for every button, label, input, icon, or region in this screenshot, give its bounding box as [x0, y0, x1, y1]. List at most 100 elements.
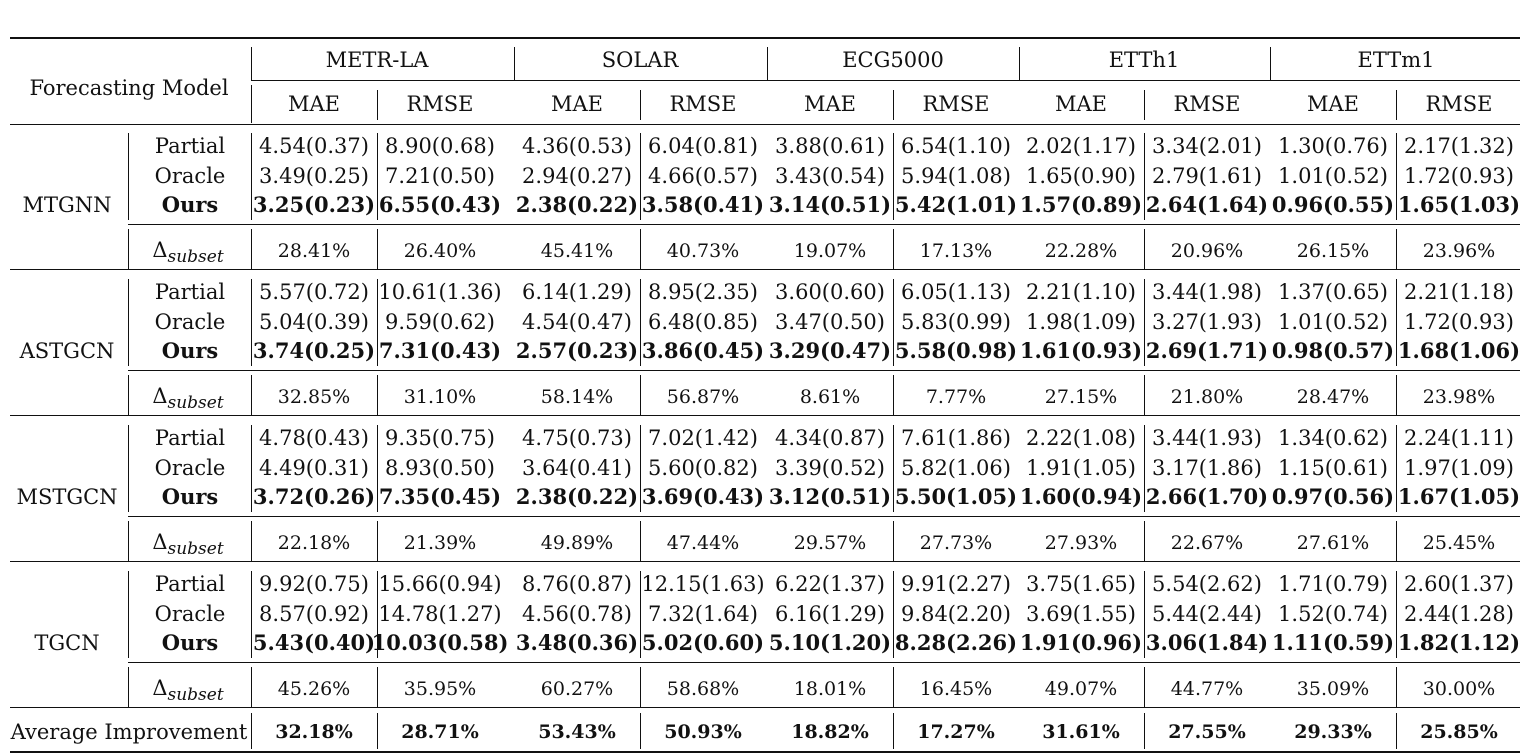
model-label-separator — [128, 425, 129, 512]
block-rule — [10, 269, 1520, 270]
cell-ours: 0.98(0.57) — [1271, 338, 1395, 363]
pair-separator — [893, 90, 894, 120]
cell-partial: 6.54(1.10) — [901, 134, 1011, 158]
model-name: MTGNN — [22, 193, 112, 217]
header-separator — [251, 85, 252, 123]
metric-header: RMSE — [1425, 92, 1493, 116]
pair-separator — [1396, 375, 1397, 415]
cell-partial: 1.71(0.79) — [1278, 572, 1388, 596]
delta-rule — [128, 224, 1520, 225]
row-label-partial: Partial — [154, 280, 226, 304]
cell-delta: 26.15% — [1296, 240, 1370, 262]
row-label-partial: Partial — [154, 426, 226, 450]
cell-partial: 5.57(0.72) — [259, 280, 369, 304]
cell-delta: 7.77% — [925, 386, 987, 408]
cell-delta: 28.41% — [277, 240, 351, 262]
cell-oracle: 1.72(0.93) — [1404, 164, 1514, 188]
cell-ours: 10.03(0.58) — [371, 630, 509, 655]
pair-separator — [1144, 90, 1145, 120]
pair-separator — [377, 279, 378, 366]
delta-rule — [128, 662, 1520, 663]
cell-ours: 5.10(1.20) — [768, 630, 892, 655]
pair-separator — [1144, 279, 1145, 366]
cell-delta: 27.73% — [919, 532, 993, 554]
cell-ours: 0.96(0.55) — [1271, 192, 1395, 217]
pair-separator — [1396, 90, 1397, 120]
pair-separator — [1144, 229, 1145, 269]
row-label-delta: Δsubset — [152, 676, 224, 705]
row-label-separator — [251, 571, 252, 658]
cell-partial: 7.61(1.86) — [901, 426, 1011, 450]
row-label-delta: Δsubset — [152, 530, 224, 559]
group-separator — [1019, 47, 1020, 80]
cell-ours: 3.86(0.45) — [641, 338, 765, 363]
cell-delta: 27.61% — [1296, 532, 1370, 554]
cell-oracle: 2.79(1.61) — [1152, 164, 1262, 188]
pair-separator — [377, 667, 378, 707]
cell-delta: 35.95% — [403, 678, 477, 700]
cell-delta: 21.80% — [1170, 386, 1244, 408]
cell-partial: 9.35(0.75) — [385, 426, 495, 450]
pair-separator — [640, 713, 641, 749]
cell-delta: 22.67% — [1170, 532, 1244, 554]
pair-separator — [377, 713, 378, 749]
header-rule — [10, 124, 1520, 125]
row-label-ours: Ours — [161, 630, 219, 655]
cell-oracle: 3.47(0.50) — [775, 310, 885, 334]
pair-separator — [1144, 521, 1145, 561]
cell-partial: 3.34(2.01) — [1152, 134, 1262, 158]
metric-header: MAE — [551, 92, 603, 116]
cell-oracle: 5.60(0.82) — [648, 456, 758, 480]
row-label-partial: Partial — [154, 134, 226, 158]
cell-partial: 6.14(1.29) — [522, 280, 632, 304]
pair-separator — [1396, 667, 1397, 707]
cell-ours: 5.50(1.05) — [894, 484, 1018, 509]
cell-oracle: 4.66(0.57) — [648, 164, 758, 188]
cell-oracle: 3.39(0.52) — [775, 456, 885, 480]
dataset-header: ETTm1 — [1357, 48, 1435, 72]
cell-ours: 3.74(0.25) — [252, 338, 376, 363]
dataset-header: ECG5000 — [842, 48, 944, 72]
row-label-separator — [251, 521, 252, 561]
cell-partial: 12.15(1.63) — [641, 572, 765, 596]
cell-average: 25.85% — [1420, 721, 1498, 743]
cell-partial: 2.02(1.17) — [1026, 134, 1136, 158]
average-separator — [251, 713, 252, 749]
pair-separator — [1144, 713, 1145, 749]
pair-separator — [640, 521, 641, 561]
cell-average: 50.93% — [664, 721, 742, 743]
cell-ours: 3.12(0.51) — [768, 484, 892, 509]
cell-oracle: 3.27(1.93) — [1152, 310, 1262, 334]
row-label-separator — [251, 279, 252, 366]
cell-partial: 4.78(0.43) — [259, 426, 369, 450]
metric-header: RMSE — [1173, 92, 1241, 116]
cell-ours: 1.67(1.05) — [1397, 484, 1521, 509]
cell-partial: 7.02(1.42) — [648, 426, 758, 450]
cell-ours: 3.58(0.41) — [641, 192, 765, 217]
cell-delta: 32.85% — [277, 386, 351, 408]
model-label-separator — [128, 279, 129, 366]
metric-header: RMSE — [922, 92, 990, 116]
cell-oracle: 5.94(1.08) — [901, 164, 1011, 188]
cell-oracle: 9.84(2.20) — [901, 602, 1011, 626]
cell-partial: 9.91(2.27) — [901, 572, 1011, 596]
cell-delta: 47.44% — [666, 532, 740, 554]
pair-separator — [640, 229, 641, 269]
cell-ours: 1.65(1.03) — [1397, 192, 1521, 217]
cell-ours: 2.38(0.22) — [515, 484, 639, 509]
pair-separator — [1396, 521, 1397, 561]
cell-partial: 8.76(0.87) — [522, 572, 632, 596]
cell-delta: 35.09% — [1296, 678, 1370, 700]
row-label-oracle: Oracle — [154, 456, 226, 480]
cell-delta: 27.93% — [1044, 532, 1118, 554]
cell-ours: 3.14(0.51) — [768, 192, 892, 217]
row-label-separator — [251, 133, 252, 220]
pair-separator — [1144, 571, 1145, 658]
pair-separator — [893, 229, 894, 269]
pair-separator — [1396, 133, 1397, 220]
cell-ours: 3.25(0.23) — [252, 192, 376, 217]
cell-delta: 49.07% — [1044, 678, 1118, 700]
cell-ours: 2.69(1.71) — [1145, 338, 1269, 363]
pair-separator — [377, 133, 378, 220]
cell-average: 29.33% — [1294, 721, 1372, 743]
